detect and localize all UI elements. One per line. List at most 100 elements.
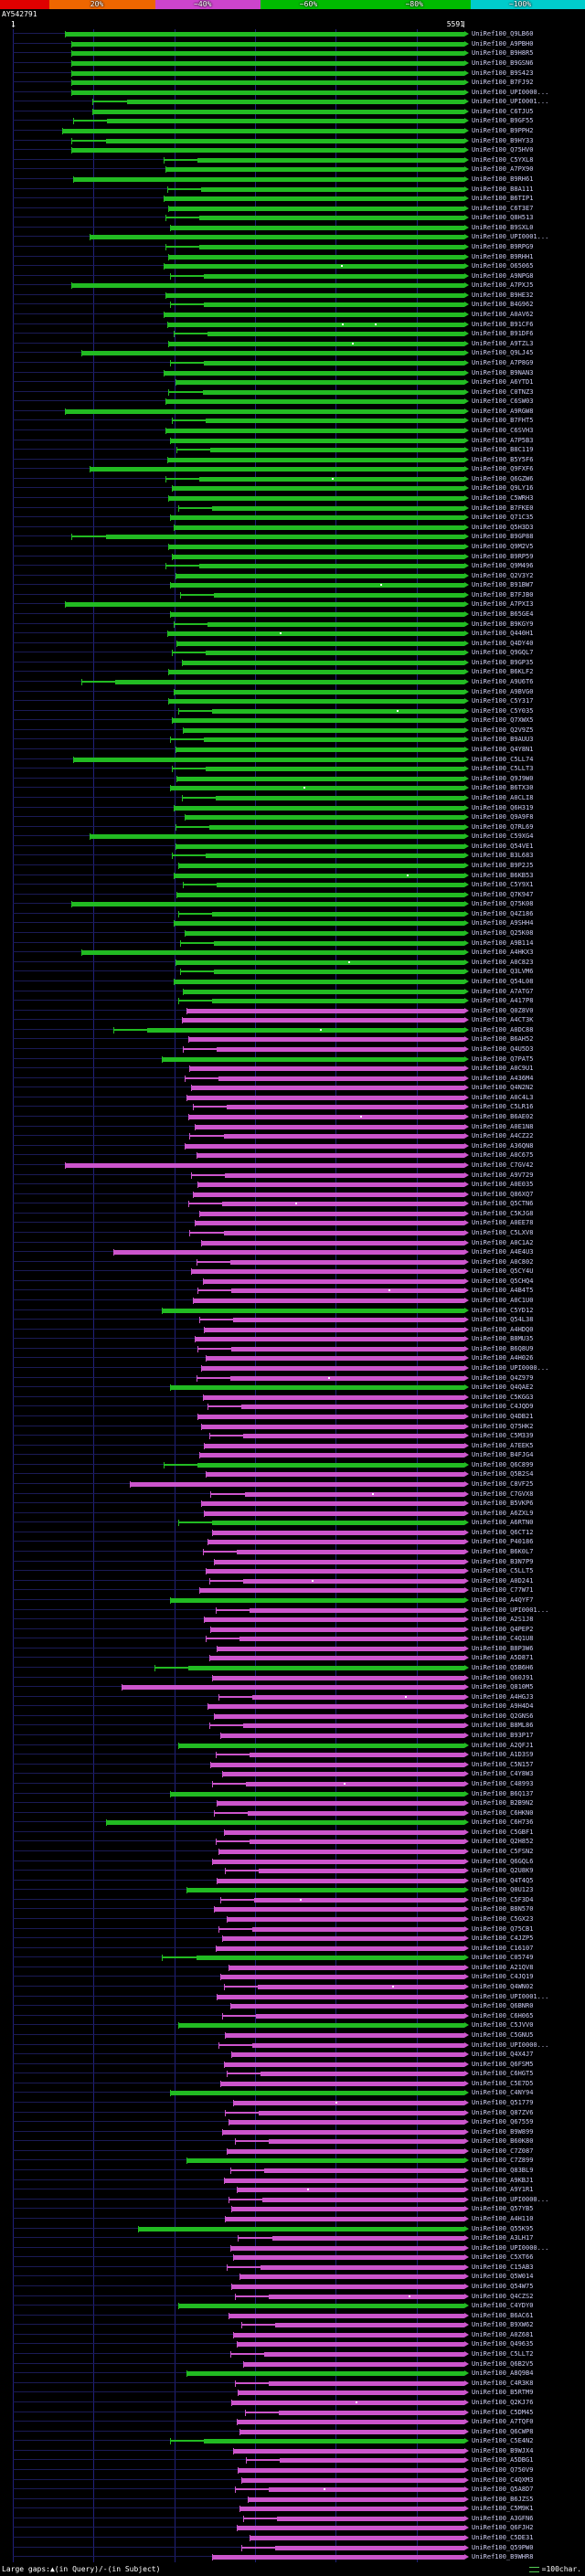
hit-bar[interactable]	[0, 977, 585, 987]
hit-bar[interactable]	[0, 1924, 585, 1934]
hit-accession-label[interactable]: UniRef100_Q55K95	[472, 2224, 534, 2232]
hit-bar[interactable]	[0, 1759, 585, 1769]
hit-accession-label[interactable]: UniRef100_A0C675	[472, 1151, 534, 1160]
hit-bar[interactable]	[0, 1982, 585, 1992]
hit-bar[interactable]	[0, 570, 585, 580]
hit-accession-label[interactable]: UniRef100_C5DM45	[472, 2408, 534, 2416]
hit-bar[interactable]	[0, 610, 585, 620]
hit-accession-label[interactable]: UniRef100_B7FJB0	[472, 590, 534, 599]
hit-bar[interactable]	[0, 1904, 585, 1914]
hit-bar[interactable]	[0, 435, 585, 445]
hit-accession-label[interactable]: UniRef100_A7PXI3	[472, 600, 534, 609]
hit-accession-label[interactable]: UniRef100_A4B4T5	[472, 1287, 534, 1295]
hit-bar[interactable]	[0, 1393, 585, 1403]
hit-bar[interactable]	[0, 1856, 585, 1866]
hit-bar[interactable]	[0, 2117, 585, 2127]
hit-bar[interactable]	[0, 1779, 585, 1789]
hit-accession-label[interactable]: UniRef100_Q6GQL6	[472, 1857, 534, 1865]
hit-accession-label[interactable]: UniRef100_C5GBF1	[472, 1828, 534, 1836]
hit-bar[interactable]	[0, 1431, 585, 1441]
hit-accession-label[interactable]: UniRef100_C5N157	[472, 1760, 534, 1768]
hit-bar[interactable]	[0, 2040, 585, 2050]
hit-bar[interactable]	[0, 1450, 585, 1460]
hit-bar[interactable]	[0, 1875, 585, 1885]
hit-accession-label[interactable]: UniRef100_Q4DB21	[472, 1412, 534, 1420]
hit-bar[interactable]	[0, 599, 585, 610]
hit-bar[interactable]	[0, 580, 585, 590]
hit-accession-label[interactable]: UniRef100_A0C4L3	[472, 1093, 534, 1101]
hit-bar[interactable]	[0, 358, 585, 368]
hit-accession-label[interactable]: UniRef100_A4H026	[472, 1354, 534, 1362]
hit-accession-label[interactable]: UniRef100_C4YDY0	[472, 2302, 534, 2310]
hit-bar[interactable]	[0, 2050, 585, 2060]
hit-accession-label[interactable]: UniRef100_C5Y9X1	[472, 881, 534, 889]
hit-accession-label[interactable]: UniRef100_A0C802	[472, 1257, 534, 1266]
hit-accession-label[interactable]: UniRef100_A0E035	[472, 1181, 534, 1189]
hit-bar[interactable]	[0, 1277, 585, 1287]
hit-accession-label[interactable]: UniRef100_C5LLT5	[472, 1567, 534, 1575]
hit-accession-label[interactable]: UniRef100_B3L683	[472, 852, 534, 860]
hit-bar[interactable]	[0, 764, 585, 774]
hit-accession-label[interactable]: UniRef100_B9RPG9	[472, 243, 534, 250]
hit-bar[interactable]	[0, 2349, 585, 2359]
hit-bar[interactable]	[0, 2020, 585, 2030]
hit-bar[interactable]	[0, 1344, 585, 1354]
hit-bar[interactable]	[0, 1083, 585, 1093]
hit-accession-label[interactable]: UniRef100_Q6C899	[472, 1460, 534, 1468]
hit-accession-label[interactable]: UniRef100_B8ML86	[472, 1722, 534, 1730]
hit-accession-label[interactable]: UniRef100_Q57YB5	[472, 2205, 534, 2213]
hit-bar[interactable]	[0, 1189, 585, 1199]
hit-bar[interactable]	[0, 39, 585, 49]
hit-accession-label[interactable]: UniRef100_B9NAN3	[472, 368, 534, 376]
hit-accession-label[interactable]: UniRef100_C5LLT3	[472, 765, 534, 773]
hit-bar[interactable]	[0, 686, 585, 696]
hit-accession-label[interactable]: UniRef100_B7FJ92	[472, 79, 534, 87]
hit-bar[interactable]	[0, 1286, 585, 1296]
hit-accession-label[interactable]: UniRef100_A21QV8	[472, 1963, 534, 1971]
hit-bar[interactable]	[0, 1305, 585, 1315]
hit-accession-label[interactable]: UniRef100_UPI0001...	[472, 1992, 549, 2000]
hit-accession-label[interactable]: UniRef100_Q83BL9	[472, 2167, 534, 2175]
hit-accession-label[interactable]: UniRef100_B91BW7	[472, 581, 534, 589]
hit-bar[interactable]	[0, 1247, 585, 1257]
hit-bar[interactable]	[0, 1556, 585, 1566]
hit-bar[interactable]	[0, 2533, 585, 2543]
hit-accession-label[interactable]: UniRef100_Q4WN02	[472, 1983, 534, 1991]
hit-accession-label[interactable]: UniRef100_A9PBH0	[472, 39, 534, 48]
hit-accession-label[interactable]: UniRef100_B9XW62	[472, 2321, 534, 2329]
hit-bar[interactable]	[0, 1953, 585, 1963]
hit-bar[interactable]	[0, 107, 585, 117]
hit-accession-label[interactable]: UniRef100_Q9J9W0	[472, 774, 534, 782]
hit-bar[interactable]	[0, 1605, 585, 1615]
hit-bar[interactable]	[0, 2369, 585, 2379]
hit-bar[interactable]	[0, 1885, 585, 1895]
hit-accession-label[interactable]: UniRef100_A9H4D4	[472, 1702, 534, 1711]
hit-bar[interactable]	[0, 116, 585, 126]
hit-accession-label[interactable]: UniRef100_A436M4	[472, 1074, 534, 1082]
hit-bar[interactable]	[0, 1615, 585, 1625]
hit-bar[interactable]	[0, 2088, 585, 2098]
hit-accession-label[interactable]: UniRef100_Q54L38	[472, 1316, 534, 1324]
hit-bar[interactable]	[0, 1807, 585, 1818]
hit-bar[interactable]	[0, 1237, 585, 1247]
hit-accession-label[interactable]: UniRef100_B6Q8U9	[472, 1344, 534, 1352]
hit-accession-label[interactable]: UniRef100_Q5CY4U	[472, 1267, 534, 1276]
hit-accession-label[interactable]: UniRef100_Q49635	[472, 2340, 534, 2348]
hit-bar[interactable]	[0, 1788, 585, 1798]
hit-bar[interactable]	[0, 2330, 585, 2340]
hit-bar[interactable]	[0, 1064, 585, 1074]
hit-accession-label[interactable]: UniRef100_C4NY94	[472, 2089, 534, 2097]
hit-accession-label[interactable]: UniRef100_C6SW03	[472, 398, 534, 406]
hit-accession-label[interactable]: UniRef100_B9AUU3	[472, 736, 534, 744]
hit-accession-label[interactable]: UniRef100_A0C1A2	[472, 1238, 534, 1246]
hit-accession-label[interactable]: UniRef100_B7FKE0	[472, 504, 534, 512]
hit-bar[interactable]	[0, 1093, 585, 1103]
hit-bar[interactable]	[0, 2195, 585, 2205]
hit-accession-label[interactable]: UniRef100_B60K80	[472, 2137, 534, 2146]
hit-bar[interactable]	[0, 532, 585, 542]
hit-accession-label[interactable]: UniRef100_Q87ZV6	[472, 2108, 534, 2116]
hit-bar[interactable]	[0, 329, 585, 339]
hit-bar[interactable]	[0, 1914, 585, 1924]
hit-accession-label[interactable]: UniRef100_B9RP59	[472, 552, 534, 560]
hit-bar[interactable]	[0, 629, 585, 639]
